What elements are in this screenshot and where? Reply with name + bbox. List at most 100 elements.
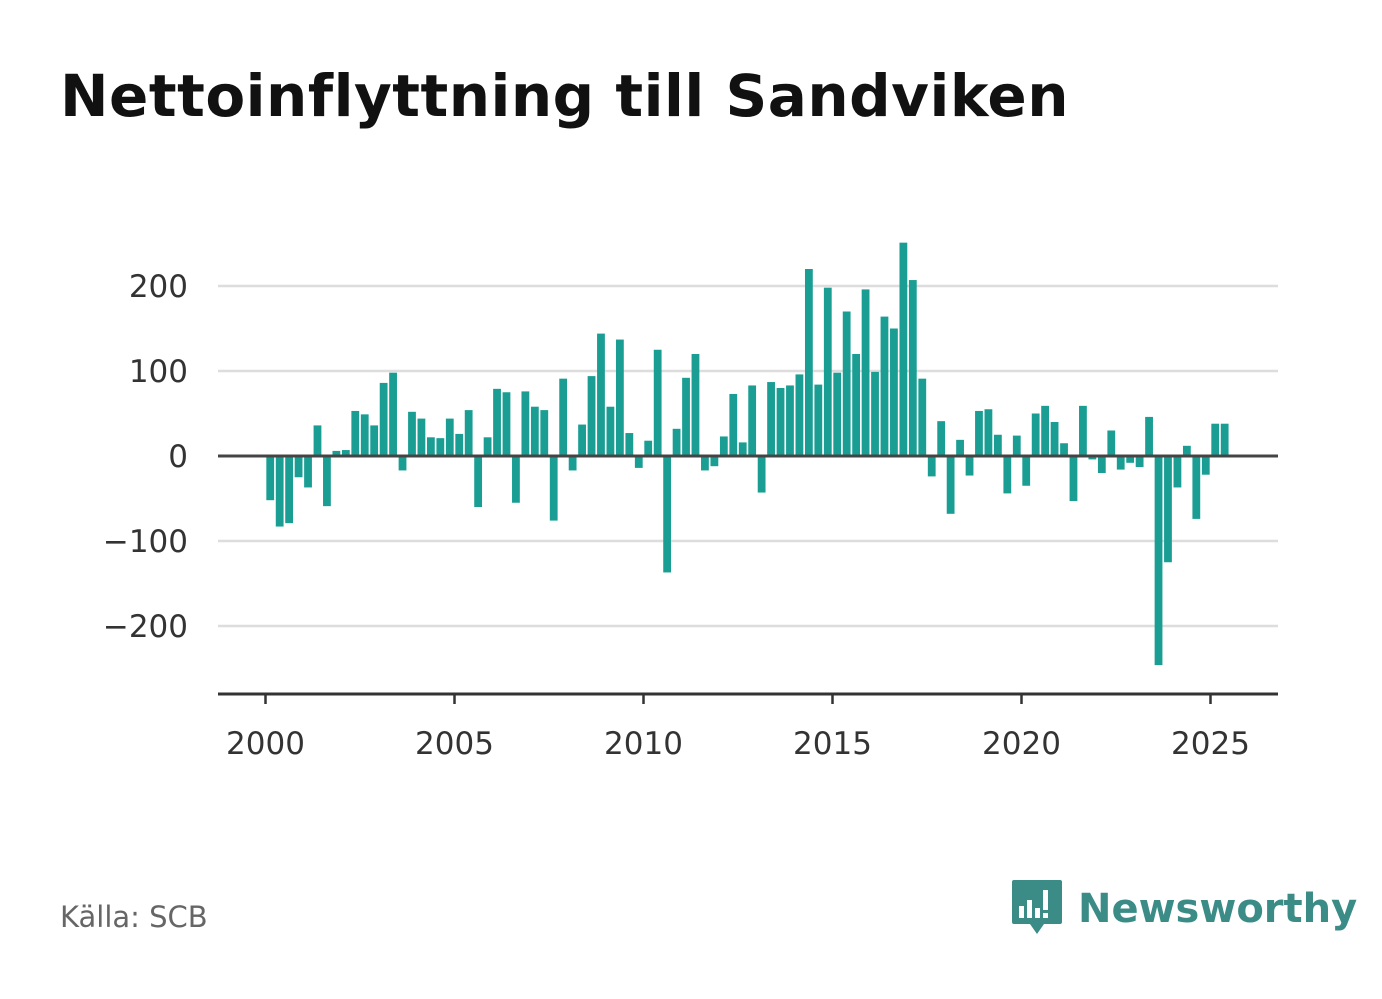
bar <box>984 409 993 456</box>
bar <box>776 388 785 456</box>
bar <box>275 456 284 527</box>
source-note: Källa: SCB <box>60 900 208 934</box>
bar <box>691 354 700 456</box>
bar <box>1041 405 1050 456</box>
bar <box>1220 423 1229 456</box>
bar <box>483 437 492 456</box>
bar <box>370 425 379 456</box>
bar <box>568 456 577 471</box>
bar <box>436 438 445 456</box>
bar <box>804 269 813 456</box>
bars <box>266 242 1229 666</box>
bar <box>502 392 511 456</box>
bar <box>1126 456 1135 463</box>
bar <box>445 418 454 456</box>
bar <box>1211 423 1220 456</box>
bar <box>1069 456 1078 502</box>
logo-text: Newsworthy <box>1078 886 1358 932</box>
bar <box>578 424 586 456</box>
axes <box>218 454 1278 704</box>
bar <box>719 436 728 456</box>
bar <box>1012 435 1021 456</box>
bar <box>1079 405 1087 456</box>
bar <box>729 393 738 456</box>
bar <box>767 382 775 456</box>
bar <box>795 374 804 456</box>
x-tick-label: 2000 <box>226 726 305 762</box>
bar <box>1173 456 1182 488</box>
bar <box>1003 456 1012 494</box>
bar <box>332 450 341 456</box>
bar <box>1097 456 1106 473</box>
bar <box>663 456 672 573</box>
bar <box>417 418 426 456</box>
bar <box>1031 413 1040 456</box>
newsworthy-logo: Newsworthy <box>1010 878 1357 940</box>
bar <box>379 382 388 456</box>
x-tick-label: 2010 <box>604 726 683 762</box>
bar <box>1145 416 1153 456</box>
y-tick-label: 200 <box>129 269 188 305</box>
bar <box>341 450 350 456</box>
chart-title: Nettoinflyttning till Sandviken <box>60 62 1070 130</box>
bar <box>880 316 889 456</box>
x-tick-label: 2015 <box>793 726 872 762</box>
bar <box>710 456 719 467</box>
bar <box>814 384 823 456</box>
y-tick-label: 0 <box>168 439 188 475</box>
bar <box>890 328 898 456</box>
bar <box>1022 456 1031 486</box>
bar <box>757 456 766 493</box>
bar <box>587 376 596 456</box>
bar <box>871 371 879 456</box>
bar <box>549 456 558 521</box>
bar <box>786 385 794 456</box>
bar <box>540 410 549 456</box>
bar <box>861 289 870 456</box>
bar <box>360 414 369 456</box>
bar <box>748 385 757 456</box>
bar <box>351 410 360 456</box>
gridlines <box>218 284 1278 628</box>
x-tick-label: 2005 <box>415 726 494 762</box>
bar <box>823 287 832 456</box>
bar <box>1107 430 1116 456</box>
bar <box>304 456 312 488</box>
bar <box>927 456 936 477</box>
bar <box>993 434 1002 456</box>
bar <box>908 280 917 456</box>
chart-speech-bubble-icon <box>1012 880 1062 934</box>
bar <box>1060 443 1068 456</box>
bar <box>266 456 275 501</box>
bar <box>408 411 416 456</box>
bar <box>389 372 397 456</box>
y-tick-label: 100 <box>129 354 188 390</box>
bar <box>1088 456 1097 460</box>
bar <box>1182 445 1191 456</box>
bar <box>1164 456 1172 563</box>
y-tick-label: −100 <box>103 524 188 560</box>
bar <box>615 339 624 456</box>
bar <box>1135 456 1144 468</box>
bar <box>521 391 530 456</box>
bar <box>899 242 908 456</box>
bar <box>842 311 851 456</box>
bar <box>625 433 634 456</box>
bar <box>285 456 294 524</box>
bar <box>559 378 568 456</box>
bar <box>701 456 709 471</box>
tick-labels: 200 100 0 −100 −200 2000 2005 2010 2015 2020 2025 <box>103 269 1250 762</box>
bar <box>464 410 473 456</box>
bar <box>474 456 483 507</box>
bar <box>975 410 983 456</box>
x-tick-label: 2020 <box>982 726 1061 762</box>
bar <box>597 333 605 456</box>
bar <box>738 442 747 456</box>
bar <box>493 388 501 456</box>
bar <box>313 425 322 456</box>
bar <box>946 456 955 514</box>
bar <box>530 406 539 456</box>
bar <box>653 349 662 456</box>
bar <box>426 437 435 456</box>
